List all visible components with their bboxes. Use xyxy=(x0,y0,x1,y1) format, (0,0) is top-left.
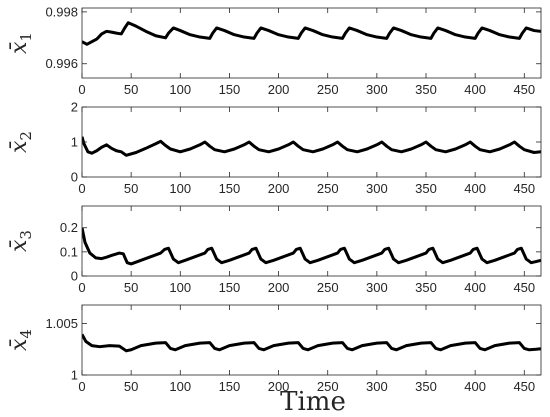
x-tick-label: 350 xyxy=(415,181,437,196)
x-tick-label: 200 xyxy=(268,82,290,97)
x-tick-label: 0 xyxy=(78,181,85,196)
y-tick-label: 1 xyxy=(71,135,78,150)
y-tick-label: 0.996 xyxy=(45,56,78,71)
x-tick-label: 250 xyxy=(317,82,339,97)
x-tick-label: 450 xyxy=(513,181,535,196)
x-tick-label: 50 xyxy=(124,280,138,295)
x-tick-label: 300 xyxy=(366,379,388,394)
y-axis-label-subscript: 2 xyxy=(17,131,35,141)
x-tick-label: 100 xyxy=(169,181,191,196)
x-tick-label: 300 xyxy=(366,181,388,196)
x-axis-label: Time xyxy=(280,387,346,417)
y-axis-label-3: x̄3 xyxy=(7,230,35,252)
x-tick-label: 200 xyxy=(268,181,290,196)
y-axis-label-symbol: x̄ xyxy=(7,41,32,54)
y-axis-label-symbol: x̄ xyxy=(7,239,32,252)
x-tick-label: 400 xyxy=(464,181,486,196)
series-line-2 xyxy=(82,136,541,157)
x-tick-label: 350 xyxy=(415,82,437,97)
axes-box xyxy=(81,7,542,79)
y-axis-label-4: x̄4 xyxy=(7,329,35,351)
x-tick-label: 250 xyxy=(317,181,339,196)
x-tick-label: 200 xyxy=(268,379,290,394)
y-axis-label-subscript: 3 xyxy=(17,230,35,240)
series-line-1 xyxy=(82,21,541,46)
x-tick-label: 0 xyxy=(78,379,85,394)
x-tick-label: 150 xyxy=(219,280,241,295)
x-tick-label: 350 xyxy=(415,280,437,295)
x-tick-label: 150 xyxy=(219,181,241,196)
y-axis-label-subscript: 1 xyxy=(17,32,35,42)
y-tick-label: 2 xyxy=(71,100,78,115)
y-tick-label: 0.998 xyxy=(45,4,78,19)
x-tick-label: 50 xyxy=(124,82,138,97)
x-tick-label: 400 xyxy=(464,280,486,295)
x-tick-label: 400 xyxy=(464,82,486,97)
y-axis-label-symbol: x̄ xyxy=(7,140,32,153)
y-tick-label: 1 xyxy=(71,368,78,383)
x-tick-label: 350 xyxy=(415,379,437,394)
x-tick-label: 450 xyxy=(513,82,535,97)
x-tick-label: 50 xyxy=(124,181,138,196)
y-axis-label-2: x̄2 xyxy=(7,131,35,153)
series-line-4 xyxy=(82,333,541,353)
x-tick-label: 100 xyxy=(169,280,191,295)
y-tick-label: 1.005 xyxy=(45,316,78,331)
axes-box xyxy=(81,304,542,376)
x-tick-label: 0 xyxy=(78,280,85,295)
series-line-3 xyxy=(82,227,541,266)
panel-1: 0 50 100 150 200 250 300 350 400 450 0.996 0.998 x̄1 xyxy=(7,4,542,97)
x-tick-label: 300 xyxy=(366,82,388,97)
x-tick-label: 50 xyxy=(124,379,138,394)
x-tick-label: 450 xyxy=(513,280,535,295)
x-tick-label: 150 xyxy=(219,82,241,97)
y-tick-label: 0 xyxy=(71,170,78,185)
axes-box xyxy=(81,205,542,277)
x-tick-label: 100 xyxy=(169,379,191,394)
y-tick-label: 0.2 xyxy=(60,220,78,235)
y-axis-label-1: x̄1 xyxy=(7,32,35,54)
x-tick-label: 200 xyxy=(268,280,290,295)
x-tick-label: 0 xyxy=(78,82,85,97)
x-tick-label: 250 xyxy=(317,280,339,295)
x-tick-label: 100 xyxy=(169,82,191,97)
y-axis-label-subscript: 4 xyxy=(17,329,35,339)
x-tick-label: 150 xyxy=(219,379,241,394)
y-axis-label-symbol: x̄ xyxy=(7,338,32,351)
x-tick-label: 250 xyxy=(317,379,339,394)
y-tick-label: 0 xyxy=(71,269,78,284)
panel-4: 0 50 100 150 200 250 300 350 400 450 1 1.005 x̄4 xyxy=(7,304,542,394)
panel-3: 0 50 100 150 200 250 300 350 400 450 0 0.1 0.2 x̄3 xyxy=(7,205,542,295)
x-tick-label: 400 xyxy=(464,379,486,394)
x-tick-label: 300 xyxy=(366,280,388,295)
y-tick-label: 0.1 xyxy=(60,244,78,259)
x-tick-label: 450 xyxy=(513,379,535,394)
